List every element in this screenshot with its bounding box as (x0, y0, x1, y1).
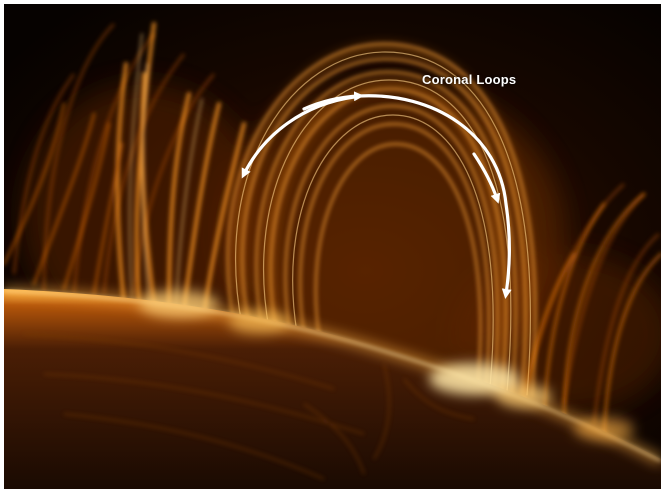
annotation-arrow (241, 91, 512, 299)
arrow-segment-right (357, 94, 512, 299)
arrow-segment-top (302, 91, 364, 111)
limb-bright-band (4, 286, 661, 466)
arrow-segment-left (241, 95, 356, 179)
arrow-segment-mid-right (472, 152, 501, 204)
left-loop-cluster (4, 22, 246, 316)
coronal-loops-photo (4, 4, 661, 489)
solar-image-frame: Coronal Loops (4, 4, 661, 489)
footpoint-hotspots (139, 290, 634, 441)
surface-texture (23, 333, 475, 480)
main-loop-arcade (226, 42, 537, 399)
coronal-loops-label: Coronal Loops (422, 72, 517, 87)
right-loop-cluster (522, 192, 661, 436)
